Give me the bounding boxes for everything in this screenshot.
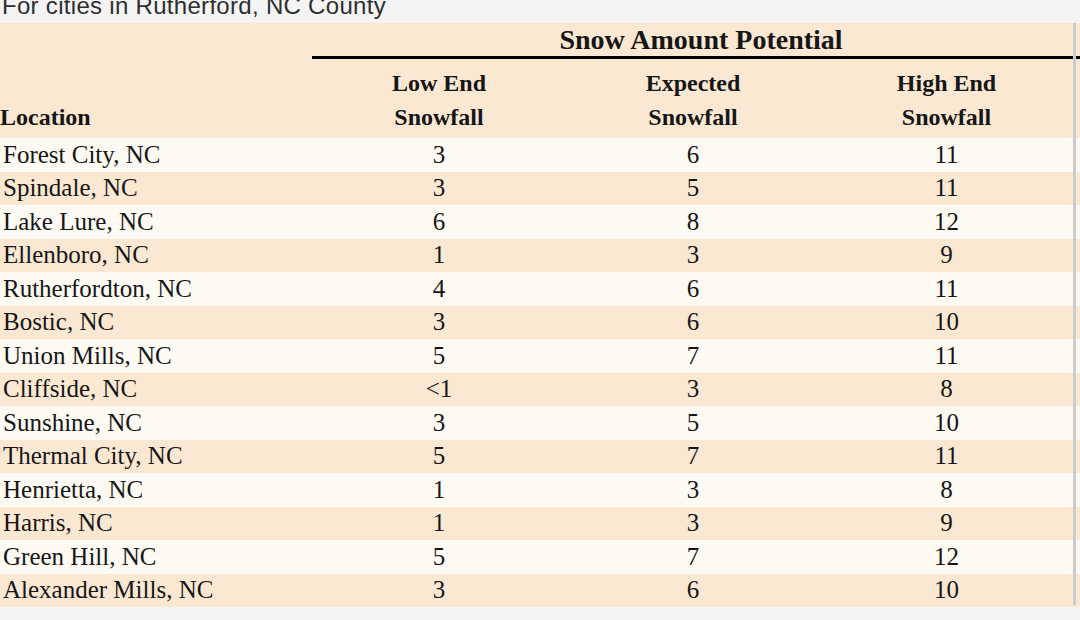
snowfall-value-cell: 3 — [312, 406, 566, 440]
snowfall-value-cell: 11 — [820, 440, 1073, 474]
column-header-expected: Expected Snowfall — [566, 58, 820, 139]
snowfall-value-cell: 6 — [566, 272, 820, 306]
snowfall-value-cell: 10 — [820, 406, 1073, 440]
table-row: Ellenboro, NC139 — [0, 239, 1080, 273]
snowfall-value-cell: 3 — [312, 138, 566, 172]
snowfall-value-cell: 3 — [312, 172, 566, 206]
snowfall-value-cell: 11 — [820, 339, 1073, 373]
snowfall-table: Snow Amount Potential Location Low End S… — [0, 23, 1080, 607]
group-header-snow-amount-potential: Snow Amount Potential — [312, 23, 1080, 58]
snowfall-value-cell: 7 — [566, 440, 820, 474]
table-row: Sunshine, NC3510 — [0, 406, 1080, 440]
table-row: Forest City, NC3611 — [0, 138, 1080, 172]
column-header-line: Snowfall — [566, 100, 820, 134]
snowfall-value-cell: 8 — [820, 373, 1073, 407]
snowfall-value-cell: 11 — [820, 138, 1073, 172]
snowfall-value-cell: 12 — [820, 540, 1073, 574]
snowfall-value-cell: 3 — [312, 306, 566, 340]
snowfall-value-cell: 3 — [566, 473, 820, 507]
snowfall-value-cell: 6 — [566, 306, 820, 340]
column-header-low-end: Low End Snowfall — [312, 58, 566, 139]
snowfall-value-cell: 5 — [312, 339, 566, 373]
location-cell: Green Hill, NC — [0, 540, 312, 574]
snowfall-value-cell: 11 — [820, 272, 1073, 306]
location-cell: Cliffside, NC — [0, 373, 312, 407]
location-cell: Harris, NC — [0, 507, 312, 541]
location-cell: Bostic, NC — [0, 306, 312, 340]
location-cell: Union Mills, NC — [0, 339, 312, 373]
table-row: Harris, NC139 — [0, 507, 1080, 541]
snowfall-value-cell: 10 — [820, 306, 1073, 340]
snowfall-value-cell: 3 — [566, 507, 820, 541]
snowfall-value-cell: 12 — [820, 205, 1073, 239]
table-row: Lake Lure, NC6812 — [0, 205, 1080, 239]
snowfall-value-cell: 5 — [312, 440, 566, 474]
group-header-row: Snow Amount Potential — [0, 23, 1080, 58]
snowfall-value-cell: 6 — [312, 205, 566, 239]
location-cell: Spindale, NC — [0, 172, 312, 206]
column-header-line: Snowfall — [820, 100, 1073, 134]
snowfall-value-cell: 3 — [566, 239, 820, 273]
snowfall-value-cell: <1 — [312, 373, 566, 407]
group-header-spacer — [0, 23, 312, 58]
table-row: Union Mills, NC5711 — [0, 339, 1080, 373]
table-row: Rutherfordton, NC4611 — [0, 272, 1080, 306]
column-header-line: Low End — [312, 66, 566, 100]
table-row: Bostic, NC3610 — [0, 306, 1080, 340]
snowfall-value-cell: 7 — [566, 540, 820, 574]
location-cell: Thermal City, NC — [0, 440, 312, 474]
column-header-row: Location Low End Snowfall Expected Snowf… — [0, 58, 1080, 139]
snowfall-value-cell: 3 — [312, 574, 566, 608]
location-cell: Rutherfordton, NC — [0, 272, 312, 306]
snowfall-value-cell: 5 — [312, 540, 566, 574]
location-cell: Sunshine, NC — [0, 406, 312, 440]
column-header-line: Expected — [566, 66, 820, 100]
table-row: Cliffside, NC<138 — [0, 373, 1080, 407]
snowfall-value-cell: 8 — [566, 205, 820, 239]
location-cell: Henrietta, NC — [0, 473, 312, 507]
table-row: Spindale, NC3511 — [0, 172, 1080, 206]
table-row: Alexander Mills, NC3610 — [0, 574, 1080, 608]
snowfall-value-cell: 1 — [312, 473, 566, 507]
location-cell: Alexander Mills, NC — [0, 574, 312, 608]
table-row: Henrietta, NC138 — [0, 473, 1080, 507]
snowfall-value-cell: 9 — [820, 507, 1073, 541]
column-header-high-end: High End Snowfall — [820, 58, 1073, 139]
page-title: For cities in Rutherford, NC County — [2, 0, 386, 20]
column-header-location: Location — [0, 58, 312, 139]
column-header-line: High End — [820, 66, 1073, 100]
snowfall-value-cell: 9 — [820, 239, 1073, 273]
snowfall-value-cell: 6 — [566, 138, 820, 172]
table-right-divider-line — [1073, 23, 1076, 605]
snowfall-value-cell: 8 — [820, 473, 1073, 507]
snowfall-value-cell: 3 — [566, 373, 820, 407]
table-row: Thermal City, NC5711 — [0, 440, 1080, 474]
column-header-line: Snowfall — [312, 100, 566, 134]
location-cell: Lake Lure, NC — [0, 205, 312, 239]
snowfall-value-cell: 5 — [566, 406, 820, 440]
snowfall-value-cell: 5 — [566, 172, 820, 206]
snowfall-value-cell: 1 — [312, 239, 566, 273]
snowfall-value-cell: 10 — [820, 574, 1073, 608]
location-cell: Ellenboro, NC — [0, 239, 312, 273]
snowfall-value-cell: 1 — [312, 507, 566, 541]
snowfall-value-cell: 11 — [820, 172, 1073, 206]
snowfall-value-cell: 7 — [566, 339, 820, 373]
location-cell: Forest City, NC — [0, 138, 312, 172]
snowfall-value-cell: 6 — [566, 574, 820, 608]
table-body: Forest City, NC3611Spindale, NC3511Lake … — [0, 138, 1080, 607]
table-row: Green Hill, NC5712 — [0, 540, 1080, 574]
snowfall-value-cell: 4 — [312, 272, 566, 306]
